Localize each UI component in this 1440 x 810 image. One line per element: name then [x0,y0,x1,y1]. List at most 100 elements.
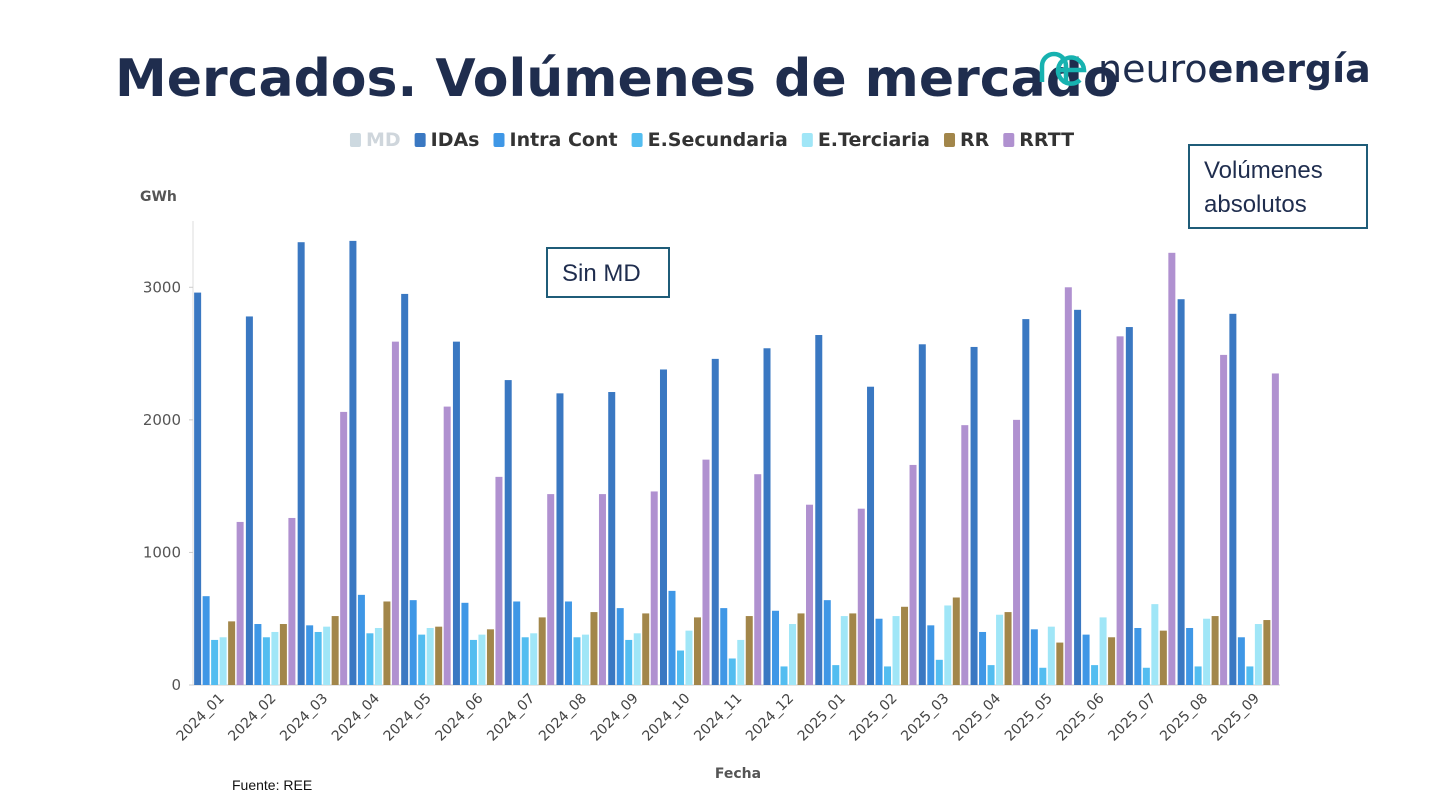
legend-item: E.Terciaria [801,129,930,151]
bar [884,666,892,685]
legend-swatch [349,133,361,147]
legend-item: RRTT [1003,129,1074,151]
x-tick-label: 2025_01 [795,691,849,745]
bar [659,369,667,685]
bar [1099,617,1107,685]
bar [211,639,219,685]
bar [331,616,339,685]
bar [435,626,443,685]
bar [676,650,684,685]
bar [556,393,564,685]
bar [754,474,762,685]
bar [202,596,210,685]
x-tick-label: 2025_02 [847,691,901,745]
bar [1151,604,1159,685]
bar [1237,637,1245,685]
x-tick-label: 2024_03 [277,691,331,745]
bar [806,504,814,685]
bar [254,624,262,685]
bar [927,625,935,685]
bar [763,348,771,685]
bar [608,392,616,685]
x-tick-label: 2024_09 [588,691,642,745]
logo-bold: energía [1208,47,1371,91]
bar [461,602,469,685]
bar [1254,624,1262,685]
bar [685,630,693,685]
x-tick-label: 2024_01 [174,691,228,745]
bar [1134,627,1142,685]
legend-swatch [631,133,643,147]
legend-swatch [801,133,813,147]
bar [323,626,331,685]
bar [1004,612,1012,685]
slide-title: Mercados. Volúmenes de mercado [115,49,1119,109]
legend-swatch [414,133,426,147]
bar [1082,634,1090,685]
bar [823,600,831,685]
bar [349,240,357,685]
logo-text: neuroenergía [1098,47,1371,91]
bar [849,613,857,685]
legend-label: E.Secundaria [648,129,788,151]
x-tick-label: 2024_12 [743,691,797,745]
bar [383,601,391,685]
bar [521,637,529,685]
bar [590,612,598,685]
bar [772,610,780,685]
legend-item: E.Secundaria [631,129,788,151]
bar [1168,252,1176,685]
annotation: Volúmenes absolutos [1188,144,1368,229]
bar [693,617,701,685]
bar [633,633,641,685]
bar [875,618,883,685]
legend-item: Intra Cont [493,129,618,151]
bar [642,613,650,685]
bar [262,637,270,685]
bar [219,637,227,685]
bar [504,380,512,685]
logo-icon [1039,51,1069,82]
bar [245,316,253,685]
bar [702,459,710,685]
bar [374,627,382,685]
x-tick-label: 2025_03 [898,691,952,745]
bar [815,335,823,685]
y-tick-label: 1000 [143,543,181,561]
bar [1039,667,1047,685]
logo: neuroenergía [1039,47,1371,91]
bar [952,597,960,685]
bar [892,616,900,685]
x-tick-label: 2025_08 [1157,691,1211,745]
bar [391,341,399,685]
bar [1013,419,1021,685]
bar [961,425,969,685]
legend-label: RR [960,129,990,151]
bar [236,521,244,685]
bar [625,639,633,685]
bar [314,631,322,685]
y-tick-label: 0 [171,676,181,694]
bar [279,624,287,685]
legend-swatch [493,133,505,147]
annotation: Sin MD [546,247,670,298]
bar [1022,319,1030,685]
bar [1125,327,1133,685]
bar [1220,354,1228,685]
bar [598,494,606,685]
bar [478,634,486,685]
bar [409,600,417,685]
bar [288,517,296,685]
bar [867,386,875,685]
bar [426,627,434,685]
bar [564,601,572,685]
bar [789,624,797,685]
bar [668,590,676,685]
logo-icon [1055,55,1087,86]
bar [650,491,658,685]
bar [418,634,426,685]
y-tick-label: 3000 [143,278,181,296]
